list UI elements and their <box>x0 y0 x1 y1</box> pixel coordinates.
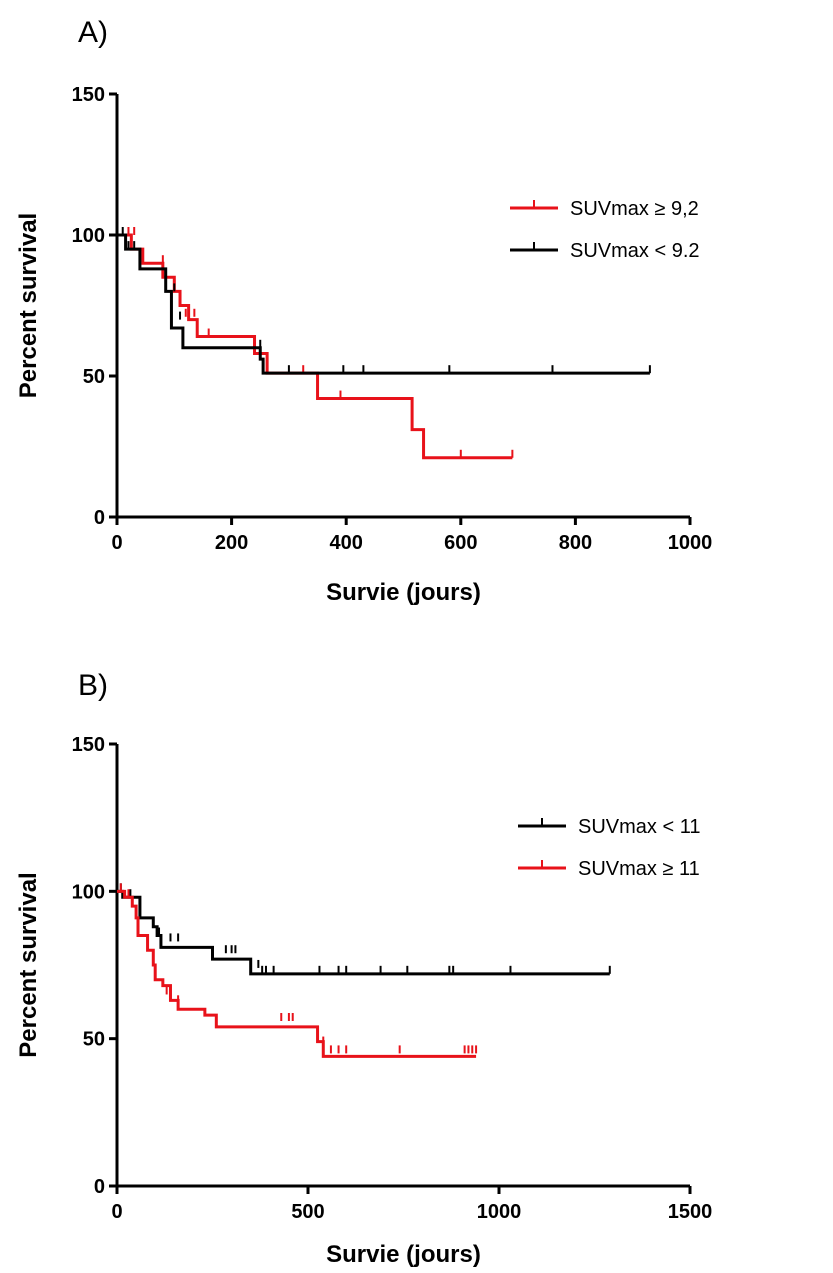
y-axis-title: Percent survival <box>15 872 42 1057</box>
x-tick-label: 200 <box>215 532 248 554</box>
y-tick-label: 50 <box>83 1029 105 1051</box>
x-tick-label: 600 <box>444 532 477 554</box>
x-tick-label: 800 <box>559 532 592 554</box>
x-tick-label: 1000 <box>477 1201 522 1223</box>
panel-label: A) <box>78 16 108 49</box>
x-tick-label: 0 <box>111 532 122 554</box>
y-tick-label: 100 <box>72 225 105 247</box>
legend-label: SUVmax ≥ 9,2 <box>570 198 699 220</box>
legend-label: SUVmax < 9.2 <box>570 240 700 262</box>
survival-curve <box>117 233 513 460</box>
survival-curve <box>117 889 477 1058</box>
survival-curve <box>117 889 610 976</box>
x-axis-title: Survie (jours) <box>326 579 481 606</box>
y-tick-label: 50 <box>83 366 105 388</box>
y-tick-label: 100 <box>72 881 105 903</box>
x-tick-label: 1000 <box>668 532 713 554</box>
y-axis-title: Percent survival <box>15 213 42 398</box>
x-tick-label: 400 <box>330 532 363 554</box>
panel-label: B) <box>78 669 108 702</box>
survival-curve <box>117 233 650 375</box>
y-tick-label: 0 <box>94 1176 105 1198</box>
y-tick-label: 150 <box>72 84 105 106</box>
x-tick-label: 500 <box>291 1201 324 1223</box>
legend-label: SUVmax < 11 <box>578 816 700 838</box>
legend-label: SUVmax ≥ 11 <box>578 858 700 880</box>
x-tick-label: 1500 <box>668 1201 713 1223</box>
x-tick-label: 0 <box>111 1201 122 1223</box>
x-axis-title: Survie (jours) <box>326 1241 481 1268</box>
y-tick-label: 150 <box>72 734 105 756</box>
y-tick-label: 0 <box>94 507 105 529</box>
